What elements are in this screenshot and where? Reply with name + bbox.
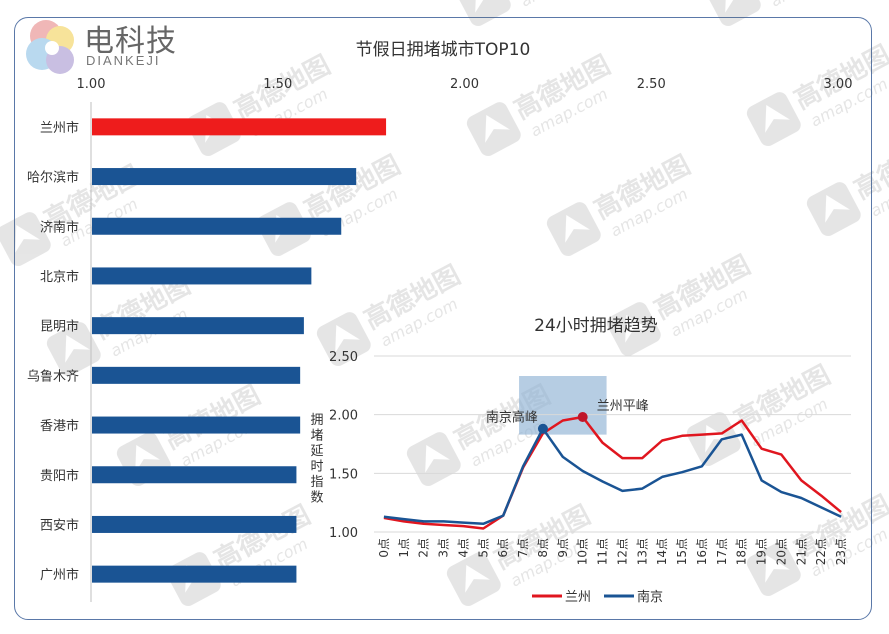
amap-arrow-icon: [425, 444, 450, 473]
bar-xtick-label: 1.50: [263, 77, 292, 92]
amap-arrow-icon: [15, 224, 40, 253]
amap-logo-icon: [706, 0, 761, 27]
bar: [92, 118, 387, 136]
line-xtick-label: 2点: [417, 538, 431, 558]
line-series-兰州: [383, 415, 842, 530]
bar: [92, 366, 301, 384]
bar: [92, 565, 297, 583]
bar-xtick-label: 1.00: [77, 77, 106, 92]
amap-logo-icon: [746, 542, 801, 597]
amap-arrow-icon: [765, 104, 790, 133]
amap-logo-icon: [456, 0, 511, 27]
line-xtick-label: 0点: [377, 538, 391, 558]
bar: [92, 416, 301, 434]
line-xtick-label: 20点: [774, 538, 788, 565]
bar-chart-title: 节假日拥堵城市TOP10: [356, 40, 531, 60]
line-xtick-label: 10点: [576, 538, 590, 565]
bar-category-label: 香港市: [40, 418, 79, 434]
bar-xtick-label: 2.00: [450, 77, 479, 92]
amap-arrow-icon: [625, 314, 650, 343]
bar-category-label: 广州市: [40, 567, 79, 583]
bar-category-label: 贵阳市: [40, 468, 79, 484]
chart-frame: [14, 17, 872, 620]
bar: [92, 267, 312, 285]
line-xtick-label: 8点: [536, 538, 550, 558]
bar-category-label: 兰州市: [40, 120, 79, 136]
line-xtick-label: 19点: [755, 538, 769, 565]
amap-arrow-icon: [135, 444, 160, 473]
bar-category-label: 北京市: [40, 269, 79, 285]
amap-logo-icon: [746, 92, 801, 147]
line-ytick-label: 1.00: [329, 526, 358, 541]
peak-annotation: 南京高峰: [486, 410, 538, 426]
line-xtick-label: 9点: [556, 538, 570, 558]
peak-highlight-box: [519, 376, 607, 435]
line-ytick-label: 2.00: [329, 409, 358, 424]
logo-mark-icon: [26, 20, 74, 74]
amap-arrow-icon: [485, 114, 510, 143]
amap-arrow-icon: [565, 214, 590, 243]
line-xtick-label: 18点: [735, 538, 749, 565]
bar-category-label: 乌鲁木齐: [27, 368, 79, 384]
line-xtick-label: 22点: [814, 538, 828, 565]
line-xtick-label: 7点: [516, 538, 530, 558]
amap-arrow-icon: [705, 424, 730, 453]
amap-arrow-icon: [335, 324, 360, 353]
bar: [92, 466, 297, 484]
line-xtick-label: 14点: [655, 538, 669, 565]
amap-logo-icon: [316, 312, 371, 367]
amap-logo-icon: [406, 432, 461, 487]
line-chart-title: 24小时拥堵趋势: [534, 316, 658, 336]
line-xtick-label: 21点: [794, 538, 808, 565]
amap-arrow-icon: [765, 554, 790, 583]
line-xtick-label: 5点: [476, 538, 490, 558]
bar: [92, 317, 304, 335]
bar: [92, 168, 357, 186]
line-xtick-label: 23点: [834, 538, 848, 565]
line-xtick-label: 6点: [496, 538, 510, 558]
line-xtick-label: 17点: [715, 538, 729, 565]
amap-arrow-icon: [65, 334, 90, 363]
line-xtick-label: 4点: [456, 538, 470, 558]
legend-label: 南京: [637, 589, 663, 605]
amap-arrow-icon: [825, 194, 850, 223]
line-ytick-label: 1.50: [329, 467, 358, 482]
amap-logo-icon: [546, 202, 601, 257]
line-xtick-label: 13点: [635, 538, 649, 565]
amap-logo-icon: [606, 302, 661, 357]
bar-category-label: 哈尔滨市: [27, 170, 79, 186]
logo-subtitle: DIANKEJI: [86, 53, 161, 68]
amap-arrow-icon: [465, 564, 490, 593]
line-xtick-label: 12点: [615, 538, 629, 565]
bar-xtick-label: 3.00: [824, 77, 853, 92]
logo: [22, 18, 192, 78]
bar-chart-ylabel: 拥堵延时指数: [310, 413, 323, 506]
bar-category-label: 昆明市: [40, 319, 79, 335]
bar-category-label: 济南市: [40, 219, 79, 235]
amap-logo-icon: [806, 182, 861, 237]
legend-label: 兰州: [565, 590, 591, 605]
amap-logo-icon: [686, 412, 741, 467]
peak-marker: [577, 412, 588, 423]
line-ytick-label: 2.50: [329, 350, 358, 365]
line-series-南京: [383, 427, 842, 526]
peak-annotation: 兰州平峰: [597, 399, 649, 414]
line-xtick-label: 3点: [437, 538, 451, 558]
amap-logo-icon: [0, 212, 51, 267]
line-xtick-label: 1点: [397, 538, 411, 558]
amap-logo-icon: [466, 102, 521, 157]
amap-logo-icon: [446, 552, 501, 607]
line-xtick-label: 16点: [695, 538, 709, 565]
line-xtick-label: 11点: [596, 538, 610, 565]
bar: [92, 217, 342, 235]
bar-xtick-label: 2.50: [637, 77, 666, 92]
amap-logo-icon: [46, 322, 101, 377]
peak-marker: [537, 423, 548, 434]
bar: [92, 515, 297, 533]
line-xtick-label: 15点: [675, 538, 689, 565]
logo-name: 电科技: [84, 24, 177, 59]
bar-category-label: 西安市: [40, 517, 79, 533]
